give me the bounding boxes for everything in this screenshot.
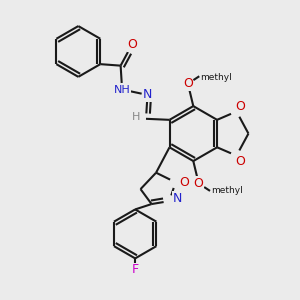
Text: O: O [183,77,193,90]
Text: N: N [143,88,152,101]
Text: O: O [179,176,189,189]
Text: F: F [132,263,139,276]
Text: H: H [132,112,141,122]
Text: O: O [128,38,137,51]
Text: O: O [194,177,204,190]
Text: NH: NH [114,85,130,94]
Text: methyl: methyl [211,185,243,194]
Text: N: N [172,192,182,205]
Text: O: O [235,100,245,112]
Text: methyl: methyl [200,73,232,82]
Text: O: O [235,154,245,167]
